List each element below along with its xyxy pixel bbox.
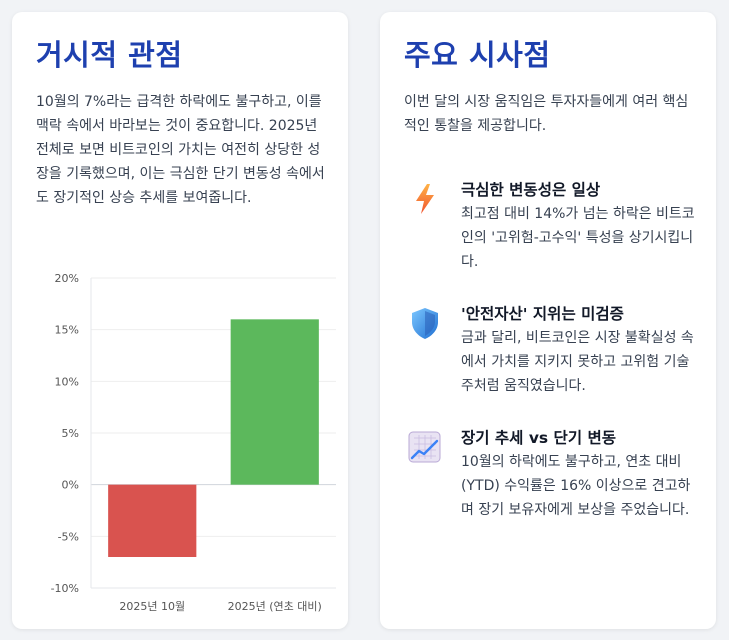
y-tick-label: -5% [58,530,79,543]
card-intro-text: 이번 달의 시장 움직임은 투자자들에게 여러 핵심적인 통찰을 제공합니다. [404,94,689,134]
macro-perspective-card: 거시적 관점 10월의 7%라는 급격한 하락에도 불구하고, 이를 맥락 속에… [12,12,348,629]
insight-title: 장기 추세 vs 단기 변동 [461,429,616,447]
card-title: 주요 시사점 [404,38,551,72]
x-tick-label: 2025년 (연초 대비) [228,600,322,613]
insight-title: '안전자산' 지위는 미검증 [461,305,624,323]
lightning-icon [416,184,434,214]
y-tick-label: 15% [55,324,79,337]
insight-text: 10월의 하락에도 불구하고, 연초 대비(YTD) 수익률은 16% 이상으로… [461,454,691,518]
insight-text: 최고점 대비 14%가 넘는 하락은 비트코인의 '고위험-고수익' 특성을 상… [461,206,695,270]
insight-title: 극심한 변동성은 일상 [461,181,601,199]
card-title: 거시적 관점 [36,38,183,72]
trend-chart-icon [408,431,441,463]
shield-icon [412,308,438,339]
y-tick-label: 10% [55,375,79,388]
bar [230,319,319,485]
key-takeaways-card: 주요 시사점 이번 달의 시장 움직임은 투자자들에게 여러 핵심적인 통찰을 … [380,12,716,629]
x-tick-label: 2025년 10월 [119,600,185,613]
bar [108,484,197,557]
y-tick-label: 20% [55,272,79,285]
y-tick-label: -10% [51,582,79,595]
y-tick-label: 0% [62,479,79,492]
y-tick-label: 5% [62,427,79,440]
insight-text: 금과 달리, 비트코인은 시장 불확실성 속에서 가치를 지키지 못하고 고위험… [461,330,694,394]
returns-bar-chart: -10% -5% 0% 5% 10% 15% 20% 2025년 10월 2025년 (연초 대… [51,272,336,613]
card-body-text: 10월의 7%라는 급격한 하락에도 불구하고, 이를 맥락 속에서 바라보는 … [36,94,325,206]
